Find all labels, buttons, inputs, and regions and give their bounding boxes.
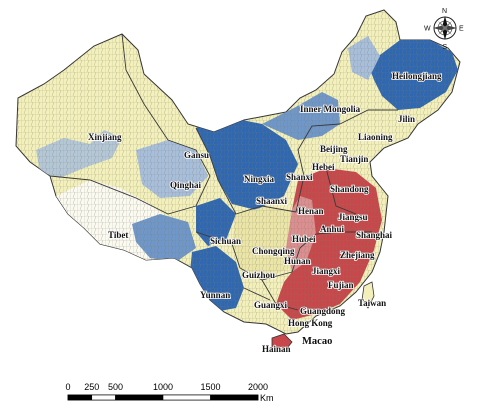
province-labels: Xinjiang Tibet Qinghai Gansu Inner Mongo… [87, 70, 443, 355]
scale-bar-segment [162, 394, 211, 401]
label-tibet: Tibet [108, 230, 128, 240]
hainan-island [271, 333, 293, 353]
label-shanxi: Shanxi [286, 172, 313, 182]
compass-w: W [424, 26, 431, 33]
label-qinghai: Qinghai [170, 180, 202, 190]
label-tianjin: Tianjin [340, 154, 368, 164]
scale-tick-label: 1000 [153, 382, 173, 392]
label-guizhou: Guizhou [242, 270, 275, 280]
label-inner-mongolia: Inner Mongolia [300, 104, 361, 114]
scale-bar-segment [67, 394, 93, 401]
label-yunnan: Yunnan [200, 290, 230, 300]
label-beijing: Beijing [320, 144, 348, 154]
label-xinjiang: Xinjiang [88, 132, 122, 142]
label-hainan: Hainan [262, 344, 291, 354]
label-shaanxi: Shaanxi [256, 196, 288, 206]
label-guangxi: Guangxi [254, 300, 288, 310]
label-hunan: Hunan [284, 256, 311, 266]
label-guangdong: Guangdong [300, 306, 346, 316]
scale-bar-segment [115, 394, 164, 401]
scale-tick-label: 500 [108, 382, 123, 392]
province-borders [49, 33, 398, 311]
label-heilongjiang: Heilongjiang [392, 71, 442, 81]
label-zhejiang: Zhejiang [340, 250, 375, 260]
scale-tick-label: 250 [84, 382, 99, 392]
label-gansu: Gansu [184, 150, 209, 160]
compass-n: N [442, 8, 447, 15]
label-jiangsu: Jiangsu [338, 212, 368, 222]
label-sichuan: Sichuan [210, 236, 241, 246]
scale-tick-label: 0 [65, 382, 70, 392]
scale-tick-label: 2000 [248, 382, 268, 392]
scale-bar-segment [91, 394, 116, 401]
label-macao: Macao [302, 336, 332, 347]
scale-tick-label: 1500 [200, 382, 220, 392]
label-fujian: Fujian [328, 280, 354, 290]
label-shandong: Shandong [330, 184, 369, 194]
label-shanghai: Shanghai [356, 230, 393, 240]
label-hebei: Hebei [312, 162, 335, 172]
label-anhui: Anhui [320, 224, 345, 234]
scale-bar-segment [210, 394, 259, 401]
label-taiwan: Taiwan [358, 298, 386, 308]
label-jiangxi: Jiangxi [312, 266, 341, 276]
label-liaoning: Liaoning [358, 132, 393, 142]
compass-rose-icon: N E S W [424, 8, 464, 51]
label-ningxia: Ningxia [244, 174, 275, 184]
scale-bar: 0 250 500 1000 1500 2000 Km [65, 382, 273, 403]
compass-e: E [459, 26, 464, 33]
label-jilin: Jilin [398, 114, 415, 124]
label-henan: Henan [298, 206, 324, 216]
label-hong-kong: Hong Kong [288, 318, 333, 328]
label-hubei: Hubei [292, 234, 316, 244]
compass-s: S [443, 44, 448, 51]
taiwan-island [361, 281, 375, 309]
scale-unit: Km [260, 393, 274, 403]
label-chongqing: Chongqing [252, 246, 295, 256]
